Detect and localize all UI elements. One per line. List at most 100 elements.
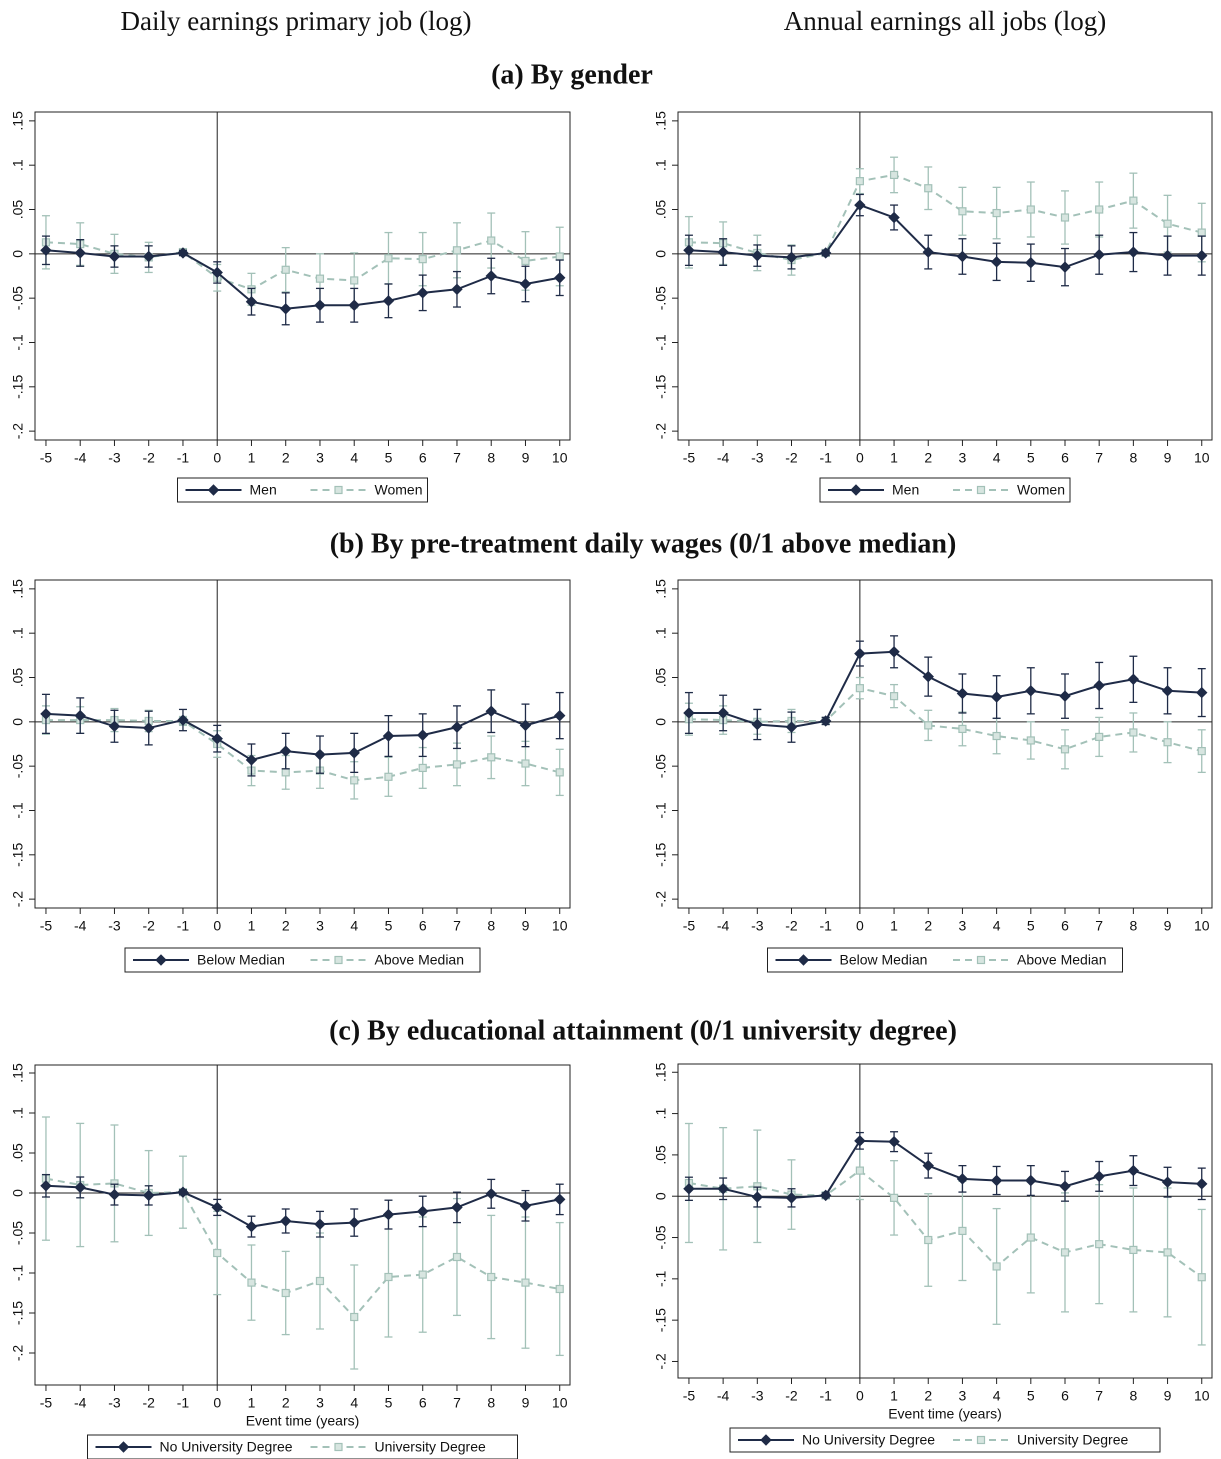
x-tick-label: 10 xyxy=(1194,918,1210,934)
x-tick-label: -3 xyxy=(108,1395,121,1411)
plot-frame xyxy=(34,111,571,441)
y-tick-label: .1 xyxy=(10,159,26,171)
x-tick-label: -2 xyxy=(785,450,798,466)
marker xyxy=(315,274,325,283)
marker xyxy=(384,1272,393,1282)
column-header: Daily earnings primary job (log) xyxy=(121,6,472,36)
marker xyxy=(976,955,986,965)
marker xyxy=(924,184,933,193)
marker xyxy=(888,646,900,658)
chart: -.2 -.15 -.1 -.05 0 .05 .1 .15 -5 -4 -3 -2 -1 0 1 2 3 4 5 6… xyxy=(653,1062,1213,1453)
marker xyxy=(521,759,530,768)
series-line xyxy=(45,710,560,762)
marker xyxy=(74,247,86,259)
marker xyxy=(418,763,427,773)
marker xyxy=(976,1435,986,1445)
marker xyxy=(990,256,1003,268)
x-tick-label: -5 xyxy=(683,918,696,934)
series-line xyxy=(688,173,1202,262)
marker xyxy=(785,1192,798,1204)
x-tick-label: -1 xyxy=(819,450,832,466)
x-tick-label: 3 xyxy=(959,918,967,934)
marker xyxy=(956,1173,969,1185)
x-tick-label: 2 xyxy=(924,450,932,466)
marker xyxy=(143,1189,155,1202)
x-tick-label: 9 xyxy=(1164,1388,1172,1404)
marker xyxy=(382,1208,395,1221)
marker xyxy=(155,954,167,966)
x-tick-label: 7 xyxy=(1095,918,1103,934)
x-tick-label: 2 xyxy=(282,1395,290,1411)
marker xyxy=(958,207,967,216)
marker xyxy=(1196,1178,1208,1190)
y-tick-label: -.05 xyxy=(10,286,26,310)
y-tick-label: 0 xyxy=(10,1189,26,1197)
plot-frame xyxy=(677,111,1213,441)
panel-title: (a) By gender xyxy=(491,59,653,90)
marker xyxy=(452,246,462,255)
marker xyxy=(314,299,326,311)
marker xyxy=(247,1278,256,1287)
x-tick-label: 3 xyxy=(316,450,324,466)
marker xyxy=(992,731,1001,741)
marker xyxy=(1093,1170,1105,1183)
marker xyxy=(485,705,497,717)
x-tick-label: 3 xyxy=(959,450,967,466)
marker xyxy=(555,1284,564,1294)
x-tick-label: -4 xyxy=(74,450,87,466)
y-tick-label: 0 xyxy=(10,250,26,258)
y-tick-label: .15 xyxy=(10,1063,26,1083)
marker xyxy=(521,1278,530,1287)
x-tick-label: 3 xyxy=(959,1388,967,1404)
marker xyxy=(1060,1248,1070,1257)
marker xyxy=(1025,1174,1037,1187)
marker xyxy=(348,1216,360,1229)
legend xyxy=(729,1427,1161,1453)
marker xyxy=(1060,213,1070,222)
marker xyxy=(143,722,155,734)
marker xyxy=(280,745,292,757)
marker xyxy=(40,244,52,256)
marker xyxy=(760,1434,772,1446)
marker xyxy=(452,760,462,769)
x-tick-label: 5 xyxy=(1027,450,1035,466)
marker xyxy=(108,1188,121,1201)
marker xyxy=(382,295,395,307)
y-tick-label: -.2 xyxy=(653,423,669,440)
marker xyxy=(211,266,223,279)
y-tick-label: -.1 xyxy=(10,334,26,351)
x-tick-label: 6 xyxy=(1061,918,1069,934)
x-tick-label: 8 xyxy=(1129,918,1137,934)
marker xyxy=(1093,679,1105,692)
y-tick-label: -.1 xyxy=(10,802,26,819)
marker xyxy=(245,1220,258,1233)
x-tick-label: 0 xyxy=(213,1395,221,1411)
y-tick-label: -.2 xyxy=(653,1353,669,1370)
series-line xyxy=(688,650,1202,729)
marker xyxy=(384,254,393,263)
x-tick-label: -4 xyxy=(74,1395,87,1411)
marker xyxy=(751,1191,764,1203)
x-tick-label: -2 xyxy=(142,450,155,466)
marker xyxy=(854,199,866,211)
marker xyxy=(855,177,864,186)
marker xyxy=(74,1181,86,1194)
y-tick-label: -.2 xyxy=(10,1345,26,1362)
y-tick-label: 0 xyxy=(653,1192,669,1200)
y-tick-label: .15 xyxy=(653,111,669,131)
marker xyxy=(40,1180,52,1192)
y-tick-label: 0 xyxy=(653,718,669,726)
x-tick-label: -2 xyxy=(785,1388,798,1404)
column-header: Annual earnings all jobs (log) xyxy=(784,6,1106,36)
marker xyxy=(854,647,866,660)
y-tick-label: -.05 xyxy=(10,754,26,778)
marker xyxy=(1197,228,1206,237)
marker xyxy=(1163,1248,1172,1257)
marker xyxy=(348,299,360,311)
marker xyxy=(485,1188,497,1200)
series-line xyxy=(688,1169,1203,1278)
marker xyxy=(280,1215,292,1227)
x-tick-label: 6 xyxy=(419,918,427,934)
plot-frame xyxy=(34,579,571,909)
y-tick-label: 0 xyxy=(10,718,26,726)
